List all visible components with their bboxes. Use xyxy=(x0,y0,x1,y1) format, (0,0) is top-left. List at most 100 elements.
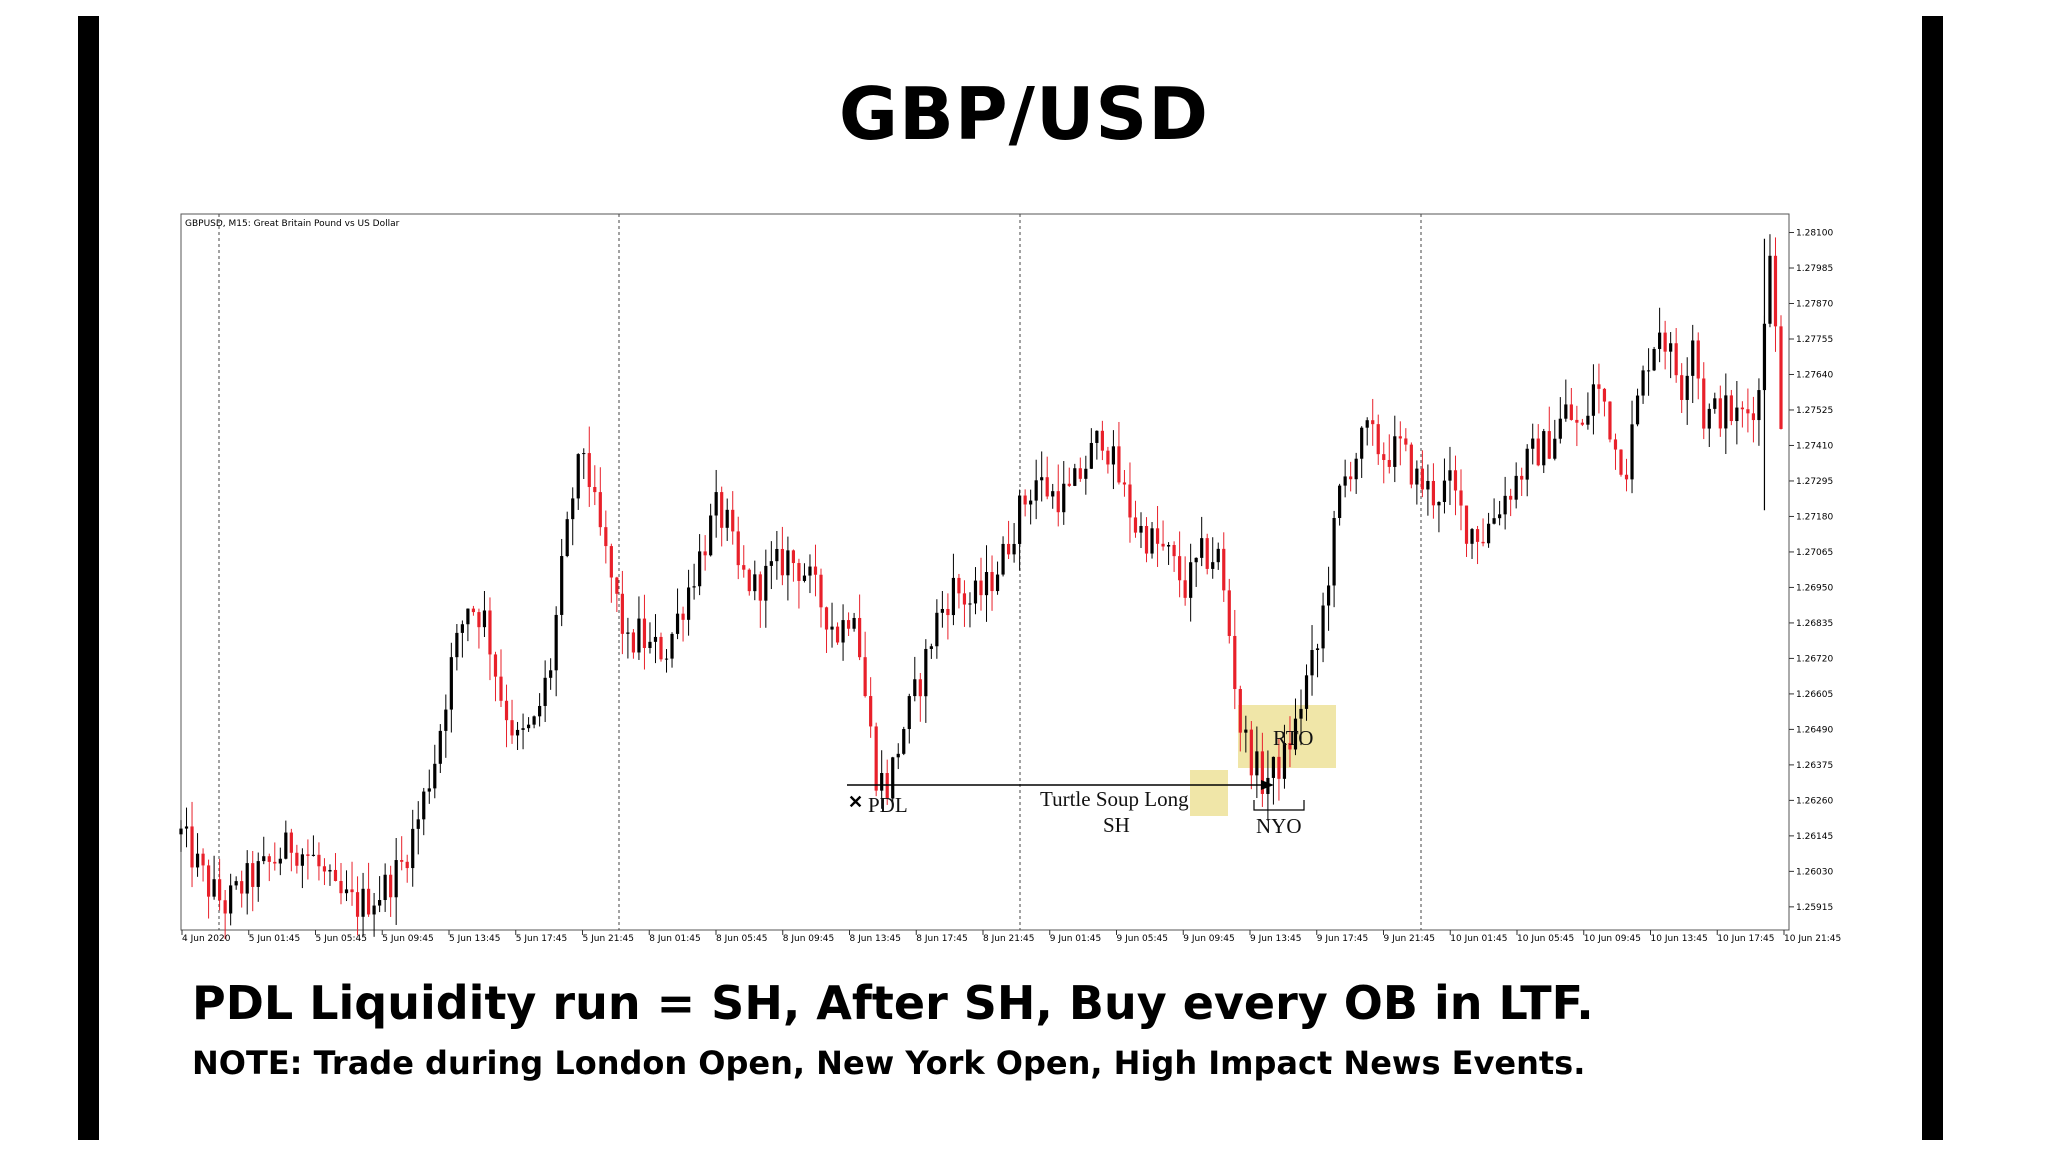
candle xyxy=(1498,500,1502,526)
left-border-bar xyxy=(78,16,99,1140)
candle xyxy=(830,602,834,648)
candle xyxy=(532,715,536,729)
candle xyxy=(1001,536,1005,577)
candle xyxy=(1089,428,1093,469)
candle xyxy=(444,694,448,758)
candle xyxy=(835,622,840,645)
candle xyxy=(587,426,591,507)
x-tick-label: 5 Jun 09:45 xyxy=(382,934,433,944)
candle xyxy=(1619,449,1623,477)
candle xyxy=(808,554,812,594)
candle xyxy=(615,576,619,613)
candle xyxy=(1067,467,1071,488)
x-axis: 4 Jun 2020 5 Jun 01:45 5 Jun 05:45 5 Jun 09… xyxy=(181,930,1841,944)
candle xyxy=(1420,450,1424,498)
candle xyxy=(466,608,470,642)
x-tick-label: 8 Jun 05:45 xyxy=(716,934,767,944)
y-tick-label: 1.26605 xyxy=(1796,690,1833,700)
candle xyxy=(1580,418,1584,427)
candle xyxy=(995,561,1000,595)
candle xyxy=(609,543,613,603)
x-tick-label: 10 Jun 09:45 xyxy=(1584,934,1641,944)
candle xyxy=(554,606,558,697)
candle xyxy=(300,848,304,889)
candle xyxy=(278,847,282,876)
candle xyxy=(1189,543,1193,622)
candle xyxy=(1531,423,1535,465)
candle xyxy=(1062,461,1066,525)
candle xyxy=(1641,365,1645,404)
candle xyxy=(1111,430,1116,490)
candle xyxy=(593,465,597,506)
candle xyxy=(764,549,768,628)
candle xyxy=(797,558,801,609)
x-tick-label: 10 Jun 21:45 xyxy=(1784,934,1841,944)
candle xyxy=(1470,527,1474,559)
candle xyxy=(471,605,476,616)
candle xyxy=(538,693,542,727)
x-tick-label: 9 Jun 09:45 xyxy=(1183,934,1234,944)
candle xyxy=(1426,464,1430,516)
candle xyxy=(1404,428,1408,452)
candle xyxy=(858,594,862,661)
candle xyxy=(670,632,674,668)
candle xyxy=(979,557,983,611)
candle xyxy=(1282,724,1287,789)
candle xyxy=(284,820,288,860)
candle xyxy=(350,861,354,906)
candle xyxy=(1299,689,1303,746)
candle xyxy=(1100,420,1104,461)
candle xyxy=(1431,463,1436,519)
y-tick-label: 1.28100 xyxy=(1796,229,1833,239)
candle xyxy=(576,453,580,510)
page-title: GBP/USD xyxy=(838,72,1210,156)
candle xyxy=(245,850,249,915)
candle xyxy=(1045,456,1049,500)
candle xyxy=(1503,476,1507,530)
candle xyxy=(1343,459,1347,498)
candle xyxy=(698,534,702,596)
candle xyxy=(1608,401,1612,443)
candle xyxy=(962,580,967,627)
y-tick-label: 1.27525 xyxy=(1796,406,1833,416)
candle xyxy=(1018,489,1022,571)
candle xyxy=(1139,512,1143,548)
sh-box xyxy=(1190,770,1228,816)
candle xyxy=(311,835,316,857)
candle xyxy=(1630,400,1634,494)
right-border-bar xyxy=(1922,16,1943,1140)
candle xyxy=(477,608,481,649)
candle xyxy=(394,837,398,925)
x-tick-label: 8 Jun 21:45 xyxy=(983,934,1034,944)
x-tick-label: 10 Jun 05:45 xyxy=(1517,934,1574,944)
pdl-label: PDL xyxy=(868,793,908,817)
candle xyxy=(1040,451,1044,502)
candle xyxy=(1238,685,1242,752)
x-tick-label: 9 Jun 01:45 xyxy=(1050,934,1101,944)
y-tick-label: 1.27180 xyxy=(1796,512,1833,522)
candle xyxy=(1200,516,1204,567)
candle xyxy=(984,545,989,622)
candle xyxy=(1244,715,1248,753)
candle xyxy=(405,854,409,883)
candle xyxy=(1321,592,1325,663)
candle xyxy=(753,560,757,601)
candle xyxy=(1779,315,1783,430)
candle xyxy=(1740,401,1744,428)
candle xyxy=(582,448,586,480)
candle xyxy=(1751,396,1756,443)
candle xyxy=(234,876,238,890)
candle xyxy=(1178,531,1182,598)
headline-text: PDL Liquidity run = SH, After SH, Buy ev… xyxy=(192,976,1594,1030)
candle xyxy=(1310,625,1314,696)
y-axis: 1.28100 1.27985 1.27870 1.27755 1.27640 1.275… xyxy=(1788,214,1833,930)
candle xyxy=(1183,556,1187,606)
candle xyxy=(1216,542,1220,570)
candle xyxy=(493,651,498,702)
candle xyxy=(1707,403,1711,448)
candle xyxy=(1117,421,1121,485)
candle xyxy=(455,624,459,671)
candle xyxy=(289,828,293,872)
candle xyxy=(791,549,796,582)
candle xyxy=(1227,578,1231,644)
